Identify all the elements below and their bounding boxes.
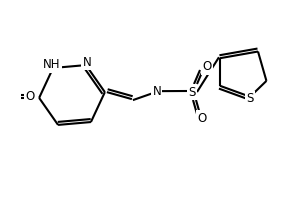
Text: N: N <box>82 56 91 69</box>
Text: NH: NH <box>43 58 61 71</box>
Text: S: S <box>246 92 254 105</box>
Text: S: S <box>188 86 196 98</box>
Text: O: O <box>197 112 207 124</box>
Text: O: O <box>26 90 35 103</box>
Text: N: N <box>152 85 161 98</box>
Text: O: O <box>202 60 211 73</box>
